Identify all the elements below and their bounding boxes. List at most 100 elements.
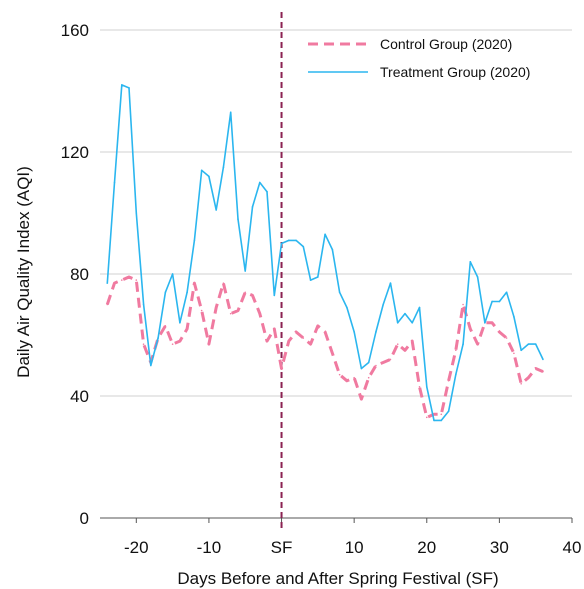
data-point [440, 419, 443, 422]
x-tick-label: 30 [490, 538, 509, 557]
data-point [280, 242, 283, 245]
data-point [179, 322, 181, 324]
data-point [302, 245, 305, 248]
data-point [542, 370, 544, 373]
data-point [171, 273, 174, 275]
y-tick-label: 120 [61, 143, 89, 162]
data-point [266, 190, 268, 193]
x-tick-label: 20 [417, 538, 436, 557]
data-point [208, 343, 210, 345]
data-point [346, 379, 348, 382]
x-tick-label: -20 [124, 538, 149, 557]
data-point [534, 343, 537, 345]
gridlines [100, 29, 572, 397]
x-tick-label: 40 [563, 538, 582, 557]
data-point [106, 282, 109, 284]
data-point [498, 300, 501, 303]
y-tick-label: 160 [61, 21, 89, 40]
data-point [440, 413, 443, 416]
data-point [513, 315, 515, 318]
data-point [215, 306, 217, 309]
data-point [171, 343, 174, 345]
series-lines [105, 84, 544, 422]
data-point [186, 291, 188, 294]
data-point [360, 398, 363, 400]
data-point [222, 166, 225, 169]
data-point [455, 373, 457, 376]
data-point [215, 209, 217, 211]
data-point [186, 328, 188, 330]
data-point [113, 181, 116, 184]
data-point [128, 276, 130, 278]
y-tick-label: 80 [70, 265, 89, 284]
data-point [542, 358, 544, 361]
data-point [295, 331, 297, 333]
data-point [498, 331, 501, 333]
data-point [244, 270, 247, 272]
data-point [244, 291, 247, 294]
data-point [396, 322, 399, 324]
data-point [389, 358, 392, 361]
data-point [150, 364, 152, 367]
data-point [128, 87, 130, 89]
data-point [142, 343, 145, 345]
data-point [208, 175, 210, 178]
data-point [229, 312, 232, 315]
data-point [534, 367, 537, 370]
data-point [404, 349, 406, 352]
data-point [513, 352, 515, 355]
data-point [375, 331, 377, 333]
data-point [120, 279, 123, 281]
y-tick-label: 0 [80, 509, 89, 528]
data-point [353, 331, 355, 333]
data-point [520, 349, 522, 352]
data-point [200, 169, 203, 172]
data-point [367, 376, 370, 379]
legend: Control Group (2020) Treatment Group (20… [308, 36, 530, 80]
data-point [389, 282, 392, 284]
data-point [346, 306, 348, 309]
data-point [135, 212, 138, 214]
data-point [229, 111, 232, 114]
data-point [273, 328, 276, 330]
data-point [179, 340, 181, 342]
data-point [455, 349, 457, 352]
series-line-treatment [106, 84, 544, 422]
x-axis-title: Days Before and After Spring Festival (S… [177, 569, 498, 588]
x-tick-label: -10 [197, 538, 222, 557]
data-point [251, 294, 254, 297]
data-point [317, 325, 319, 327]
data-point [411, 322, 414, 324]
data-point [505, 291, 508, 294]
data-point [302, 337, 305, 339]
data-point [258, 312, 261, 315]
data-point [251, 206, 254, 208]
data-point [331, 248, 334, 251]
data-point [237, 309, 239, 312]
data-point [237, 218, 239, 220]
data-point [527, 376, 530, 379]
data-point [462, 303, 464, 306]
y-axis-title: Daily Air Quality Index (AQI) [14, 166, 33, 378]
data-point [367, 361, 370, 364]
data-point [324, 233, 326, 236]
data-point [433, 419, 435, 422]
x-tick-label: SF [271, 538, 293, 557]
data-point [106, 303, 109, 306]
data-point [113, 282, 116, 284]
legend-label-treatment: Treatment Group (2020) [380, 64, 530, 80]
data-point [266, 340, 268, 342]
data-point [120, 84, 123, 86]
y-tick-label: 40 [70, 387, 89, 406]
x-tick-label: 10 [345, 538, 364, 557]
data-point [258, 181, 261, 184]
data-point [396, 343, 399, 345]
data-point [338, 291, 341, 294]
data-point [222, 282, 225, 284]
tick-labels: 0 40 80 120 160 -20 -10 SF 10 20 30 40 [61, 21, 582, 557]
data-point [273, 294, 276, 297]
data-point [309, 279, 312, 281]
data-point [425, 416, 428, 419]
data-point [404, 312, 406, 315]
data-point [520, 383, 522, 385]
